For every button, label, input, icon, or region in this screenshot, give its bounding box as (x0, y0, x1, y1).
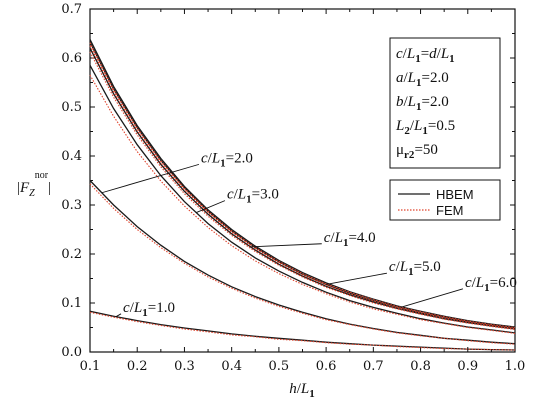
y-axis-label: |FZnor| (17, 170, 51, 199)
series-line-fem (89, 311, 516, 351)
label-leader-line (101, 163, 200, 194)
legend-label: HBEM (436, 187, 474, 202)
curve-label: c/L1=2.0 (201, 150, 253, 169)
axis-tick-labels: 0.1 0.2 0.3 0.4 0.5 0.6 0.7 0.8 0.9 1.00.00.10.20… (61, 2, 525, 374)
x-tick-label: 0.2 (127, 359, 148, 374)
parameter-list: c/L1=d/L1 a/L1=2.0 b/L1=2.0 L2/L1=0.5 μr2=50 (395, 46, 455, 161)
legend-label: FEM (436, 203, 463, 218)
y-tick-label: 0.3 (61, 198, 82, 213)
curve-label: c/L1=4.0 (324, 230, 376, 249)
series-line-fem (89, 51, 516, 331)
x-tick-label: 0.1 (80, 359, 101, 374)
x-axis-label: h/L1 (289, 381, 315, 400)
parameter-box (389, 37, 501, 169)
data-curves (89, 39, 516, 351)
curve-annotations: c/L1=1.0 c/L1=2.0 c/L1=3.0 c/L1=4.0 c/L1=5.0… (123, 150, 517, 318)
x-tick-label: 0.7 (363, 359, 384, 374)
parameter-text: μr2=50 (396, 142, 438, 161)
series-line-fem (89, 45, 516, 330)
parameter-text: L2/L1=0.5 (395, 118, 455, 137)
y-tick-label: 0.1 (61, 296, 82, 311)
label-leader-line (250, 243, 322, 248)
curve-label: c/L1=1.0 (123, 300, 175, 319)
label-leader-line (196, 200, 226, 214)
x-tick-label: 0.6 (316, 359, 337, 374)
x-tick-label: 0.5 (269, 359, 290, 374)
label-leader-line (401, 288, 464, 308)
annotation-leaders (101, 163, 464, 318)
parameter-text: c/L1=d/L1 (396, 46, 455, 65)
curve-label: c/L1=5.0 (389, 259, 441, 278)
x-tick-label: 0.8 (410, 359, 431, 374)
legend-box (389, 179, 501, 221)
curve-label: c/L1=3.0 (227, 187, 279, 206)
series-line-hbem (89, 310, 516, 351)
y-tick-label: 0.2 (61, 247, 82, 262)
y-tick-label: 0.4 (61, 149, 82, 164)
y-tick-label: 0.0 (61, 345, 82, 360)
parameter-text: b/L1=2.0 (396, 94, 449, 113)
y-tick-label: 0.6 (61, 51, 82, 66)
series-line-hbem (89, 47, 516, 330)
curve-label: c/L1=6.0 (465, 275, 517, 294)
label-leader-line (326, 272, 387, 285)
y-tick-label: 0.5 (61, 100, 82, 115)
series-line-fem (89, 42, 516, 329)
series-line-fem (89, 183, 516, 345)
x-tick-label: 0.3 (174, 359, 195, 374)
parameter-text: a/L1=2.0 (396, 70, 449, 89)
y-tick-label: 0.7 (61, 2, 82, 17)
x-tick-label: 1.0 (505, 359, 526, 374)
label-leader-line (115, 313, 122, 318)
x-tick-label: 0.4 (221, 359, 242, 374)
x-tick-label: 0.9 (457, 359, 478, 374)
